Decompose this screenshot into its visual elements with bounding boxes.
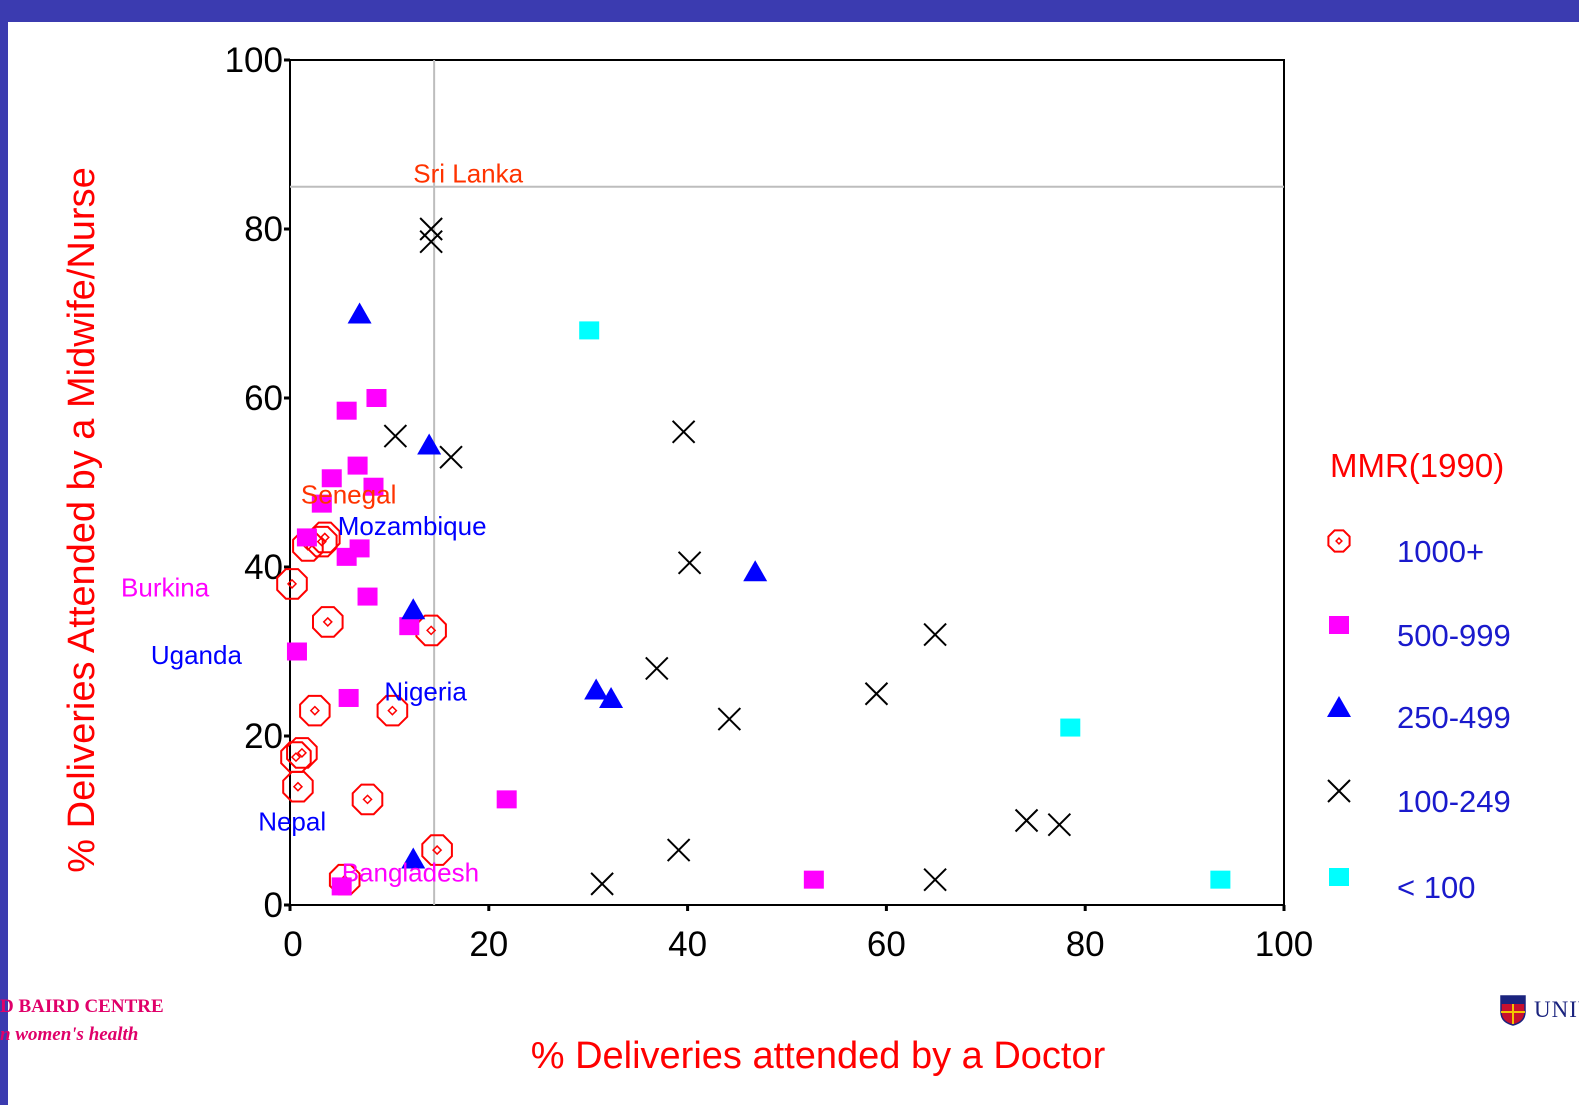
data-point <box>599 686 624 708</box>
data-point <box>590 872 614 896</box>
data-point <box>311 494 332 513</box>
legend-label: 250-499 <box>1397 700 1511 735</box>
data-point <box>401 847 426 869</box>
data-point <box>331 877 352 896</box>
legend-label: 100-249 <box>1397 784 1511 819</box>
country-label: Senegal <box>301 480 396 510</box>
legend-item: 250-499 <box>1327 696 1511 735</box>
slide-frame-left <box>0 0 8 1105</box>
y-tick-label: 100 <box>225 41 283 80</box>
country-label: Sri Lanka <box>413 159 523 189</box>
x-tick-label: 0 <box>283 925 302 964</box>
data-point <box>299 694 331 727</box>
data-point <box>363 477 384 496</box>
legend-item: 500-999 <box>1329 616 1511 653</box>
y-tick-label: 20 <box>244 717 283 756</box>
x-tick-label: 60 <box>867 925 906 964</box>
data-point <box>677 551 702 575</box>
data-point <box>417 433 442 455</box>
data-point <box>357 587 378 606</box>
centre-logo-text: D BAIRD CENTRE n women's health <box>0 996 164 1046</box>
x-tick-label: 100 <box>1255 925 1313 964</box>
data-point <box>803 870 824 889</box>
legend-title: MMR(1990) <box>1330 447 1504 484</box>
legend-item: < 100 <box>1329 868 1475 905</box>
country-label: Mozambique <box>338 511 487 541</box>
data-point <box>864 682 889 706</box>
data-point <box>401 598 426 620</box>
data-point <box>321 469 342 488</box>
data-point <box>338 688 359 707</box>
data-point <box>286 737 318 769</box>
university-logo: UNIVERSITY o <box>1500 994 1579 1030</box>
legend-marker <box>1329 616 1349 634</box>
data-point <box>312 606 344 638</box>
y-tick-label: 0 <box>264 886 283 925</box>
data-point <box>399 617 420 636</box>
data-point <box>376 694 409 727</box>
legend-label: 500-999 <box>1397 618 1511 653</box>
country-label: Burkina <box>121 573 210 603</box>
data-point <box>923 867 947 892</box>
legend-marker <box>1327 529 1351 553</box>
x-tick-label: 40 <box>668 925 707 964</box>
data-point <box>336 547 357 566</box>
x-tick-label: 80 <box>1066 925 1105 964</box>
y-axis-title: % Deliveries Attended by a Midwife/Nurse <box>61 167 103 872</box>
data-point <box>1060 718 1081 737</box>
centre-name: D BAIRD CENTRE <box>0 996 164 1017</box>
legend-label: < 100 <box>1397 870 1475 905</box>
data-point <box>276 568 308 600</box>
plot-area <box>289 59 1285 906</box>
data-point <box>579 321 600 340</box>
data-point <box>1047 813 1072 837</box>
country-label: Bangladesh <box>342 857 479 887</box>
data-point <box>296 528 317 547</box>
data-point <box>383 424 408 448</box>
x-tick-label: 20 <box>469 925 508 964</box>
legend-marker <box>1327 779 1351 803</box>
country-label: Nigeria <box>384 677 467 707</box>
data-point <box>347 456 368 475</box>
country-label: Uganda <box>151 640 243 670</box>
centre-tagline: n women's health <box>0 1024 139 1045</box>
y-tick-label: 60 <box>244 379 283 418</box>
university-crest-icon <box>1500 995 1526 1026</box>
legend-item: 1000+ <box>1327 529 1484 569</box>
data-point <box>366 389 387 407</box>
slide-frame-top <box>0 0 1579 22</box>
legend-marker <box>1329 868 1349 886</box>
data-point <box>439 445 463 469</box>
data-point <box>419 229 443 254</box>
data-point <box>645 656 669 681</box>
data-point <box>286 642 307 661</box>
data-point <box>1210 870 1231 889</box>
legend-item: 100-249 <box>1327 779 1511 819</box>
data-point <box>743 560 768 582</box>
data-point <box>282 770 314 803</box>
data-point <box>923 622 947 647</box>
data-point <box>421 834 453 866</box>
data-point <box>666 838 691 862</box>
legend-label: 1000+ <box>1397 534 1484 569</box>
university-name: UNIVERSITY o <box>1534 997 1579 1022</box>
country-label: Nepal <box>258 807 326 837</box>
data-point <box>351 783 384 816</box>
data-point <box>496 790 517 809</box>
data-point <box>336 401 357 420</box>
data-point <box>347 302 372 324</box>
data-point <box>419 217 443 241</box>
legend-marker <box>1327 696 1351 717</box>
y-tick-label: 80 <box>244 210 283 249</box>
data-point <box>1014 808 1039 833</box>
x-axis-title: % Deliveries attended by a Doctor <box>531 1035 1106 1077</box>
data-point <box>717 707 742 731</box>
data-point <box>671 420 696 444</box>
data-point <box>584 678 609 700</box>
